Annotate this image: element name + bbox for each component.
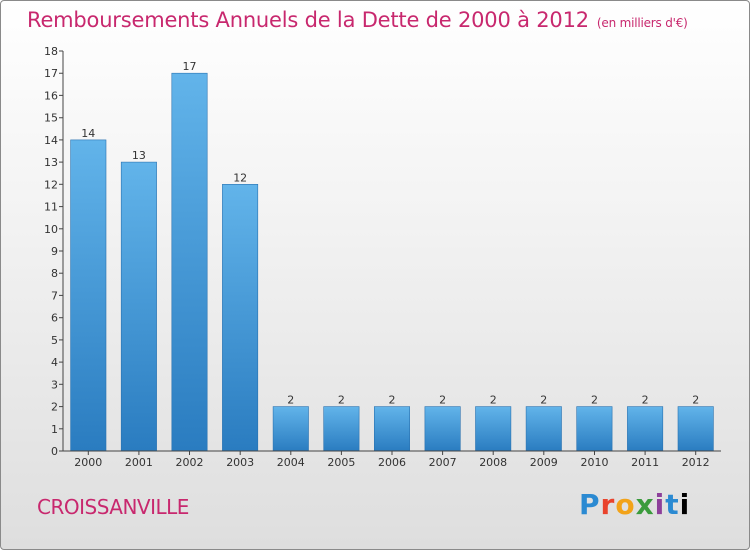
- y-tick-label-5: 5: [51, 334, 58, 347]
- y-tick-label-8: 8: [51, 267, 58, 280]
- data-label-2003: 12: [233, 171, 247, 184]
- data-label-2009: 2: [540, 394, 547, 407]
- y-tick-label-16: 16: [44, 89, 58, 102]
- data-label-2012: 2: [692, 394, 699, 407]
- y-tick-label-10: 10: [44, 223, 58, 236]
- x-tick-label-2009: 2009: [530, 456, 558, 469]
- data-label-2000: 14: [81, 127, 95, 140]
- data-label-2004: 2: [287, 394, 294, 407]
- bar-2011: [627, 406, 664, 452]
- data-label-2006: 2: [389, 394, 396, 407]
- x-tick-label-2004: 2004: [277, 456, 305, 469]
- bar-2004: [272, 406, 309, 452]
- y-tick-label-2: 2: [51, 401, 58, 414]
- y-tick-label-17: 17: [44, 67, 58, 80]
- bar-2005: [323, 406, 360, 452]
- bar-2012: [677, 406, 714, 452]
- axes-group: 2000 2001 2002 2003 2004 2005 2006 2007 2008 2009…: [44, 45, 721, 469]
- bar-2003: [222, 184, 259, 452]
- y-tick-label-6: 6: [51, 312, 58, 325]
- proxiti-logo: Proxiti: [579, 488, 691, 521]
- bar-2008: [475, 406, 512, 452]
- bar-2006: [373, 406, 410, 452]
- bar-2010: [576, 406, 613, 452]
- y-tick-label-3: 3: [51, 378, 58, 391]
- y-tick-label-14: 14: [44, 134, 58, 147]
- chart-title: Remboursements Annuels de la Dette de 20…: [27, 8, 688, 32]
- data-label-2011: 2: [642, 394, 649, 407]
- y-tick-label-0: 0: [51, 445, 58, 458]
- chart-unit: (en milliers d'€): [596, 16, 688, 30]
- y-tick-label-4: 4: [51, 356, 58, 369]
- x-tick-label-2012: 2012: [682, 456, 710, 469]
- bar-2007: [424, 406, 461, 452]
- commune-name: CROISSANVILLE: [37, 495, 189, 519]
- chart-title-text: Remboursements Annuels de la Dette de 20…: [27, 8, 589, 32]
- bar-2001: [120, 161, 157, 452]
- x-tick-label-2008: 2008: [479, 456, 507, 469]
- bars-group: 14 13 17 12 2 2 2 2 2 2 2 2 2: [70, 60, 714, 452]
- data-label-2007: 2: [439, 394, 446, 407]
- x-tick-label-2006: 2006: [378, 456, 406, 469]
- bar-2009: [525, 406, 562, 452]
- bar-2000: [70, 139, 107, 452]
- y-tick-label-7: 7: [51, 289, 58, 302]
- data-label-2002: 17: [183, 60, 197, 73]
- bar-2002: [171, 72, 208, 452]
- x-tick-label-2000: 2000: [74, 456, 102, 469]
- x-tick-label-2010: 2010: [581, 456, 609, 469]
- x-tick-label-2001: 2001: [125, 456, 153, 469]
- data-label-2005: 2: [338, 394, 345, 407]
- y-tick-label-15: 15: [44, 112, 58, 125]
- y-tick-label-13: 13: [44, 156, 58, 169]
- y-tick-label-1: 1: [51, 423, 58, 436]
- data-label-2001: 13: [132, 149, 146, 162]
- x-tick-label-2005: 2005: [327, 456, 355, 469]
- x-tick-label-2007: 2007: [429, 456, 457, 469]
- y-tick-label-11: 11: [44, 201, 58, 214]
- x-tick-label-2003: 2003: [226, 456, 254, 469]
- x-tick-label-2011: 2011: [631, 456, 659, 469]
- y-tick-label-9: 9: [51, 245, 58, 258]
- data-label-2008: 2: [490, 394, 497, 407]
- y-tick-label-12: 12: [44, 178, 58, 191]
- x-tick-label-2002: 2002: [176, 456, 204, 469]
- data-label-2010: 2: [591, 394, 598, 407]
- y-tick-label-18: 18: [44, 45, 58, 58]
